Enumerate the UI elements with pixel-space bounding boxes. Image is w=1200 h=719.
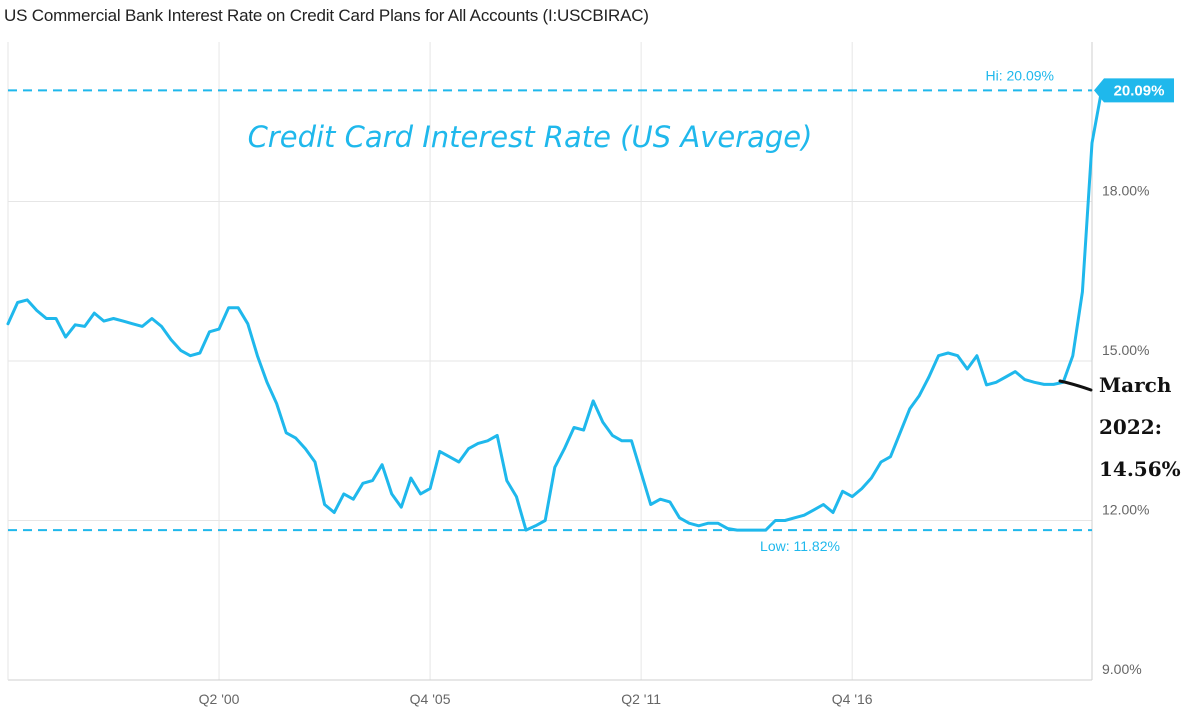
annotation-note-line-2: 2022: <box>1099 415 1162 439</box>
high-label: Hi: 20.09% <box>986 67 1054 83</box>
annotation-pointer <box>1058 379 1093 392</box>
y-tick-label: 18.00% <box>1102 183 1149 199</box>
y-tick-label: 15.00% <box>1102 342 1149 358</box>
x-tick-label: Q2 '11 <box>621 691 661 707</box>
annotation-note-line-3: 14.56% <box>1099 457 1181 481</box>
y-tick-label: 12.00% <box>1102 502 1149 518</box>
series-line <box>6 88 1104 532</box>
badge-text: 20.09% <box>1114 82 1165 99</box>
chart-title: US Commercial Bank Interest Rate on Cred… <box>4 6 649 25</box>
x-tick-label: Q2 '00 <box>199 691 240 707</box>
badge-shape <box>1094 78 1174 103</box>
annotation-title: Credit Card Interest Rate (US Average) <box>248 120 813 154</box>
y-tick-label: 9.00% <box>1102 661 1142 677</box>
x-tick-label: Q4 '16 <box>832 691 873 707</box>
tick-labels: 9.00% 12.00% 15.00% 18.00% Q2 '00 Q4 '05 Q2 '1… <box>199 183 1150 708</box>
annotation-note-line-1: March <box>1099 373 1172 397</box>
current-value-badge: 20.09% <box>1094 78 1174 103</box>
low-label: Low: 11.82% <box>760 538 840 554</box>
x-tick-label: Q4 '05 <box>410 691 451 707</box>
reference-lines: Hi: 20.09% Low: 11.82% <box>8 67 1092 554</box>
